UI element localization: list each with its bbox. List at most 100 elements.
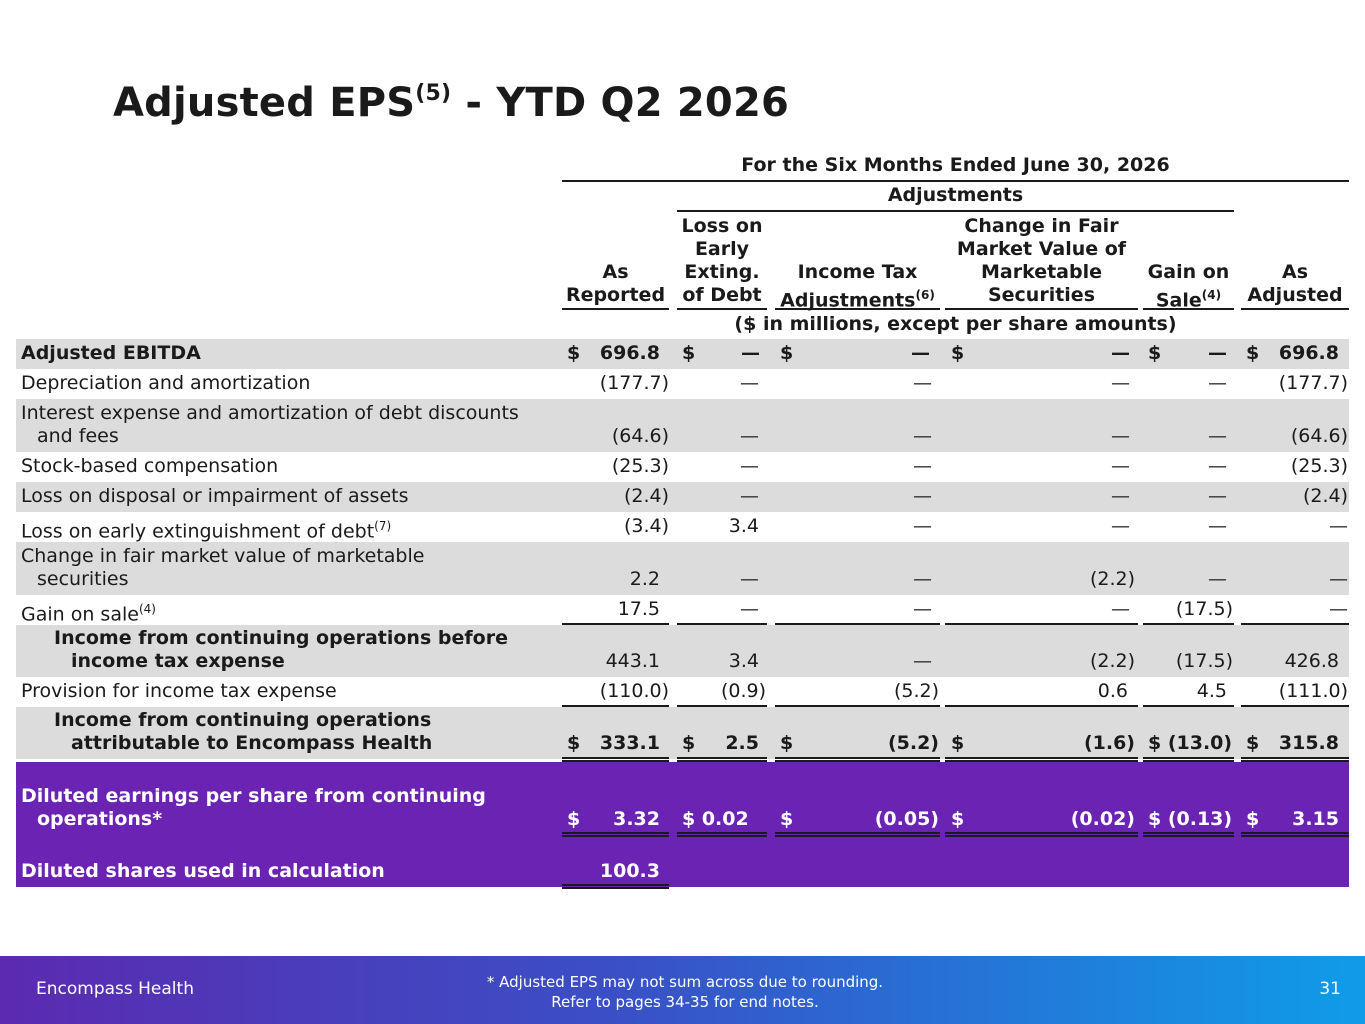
cell: $: [567, 342, 581, 364]
cell: $ (0.13): [1148, 808, 1233, 830]
table-row: Adjusted EBITDA: [16, 339, 1349, 369]
cell: —: [1208, 372, 1227, 394]
cell: —: [1329, 568, 1348, 590]
col-header-as-adjusted: As Adjusted: [1247, 261, 1343, 306]
cell: 333.1: [599, 732, 660, 754]
cell: (2.2): [1089, 568, 1135, 590]
subtotal-rule: [562, 623, 669, 625]
cell: (2.2): [1089, 650, 1135, 672]
cell: $: [567, 732, 581, 754]
cell: —: [1208, 515, 1227, 537]
col-rule-6: [1241, 308, 1349, 310]
cell: —: [740, 485, 759, 507]
cell: 443.1: [605, 650, 660, 672]
total-rule: [677, 757, 767, 762]
cell: —: [1111, 598, 1130, 620]
cell: $: [567, 808, 581, 830]
cell: —: [741, 342, 760, 364]
row-label: Income from continuing operations: [54, 709, 432, 731]
cell: —: [913, 485, 932, 507]
total-rule: [562, 884, 669, 889]
cell: (0.02): [1070, 808, 1135, 830]
company-name: Encompass Health: [36, 979, 194, 999]
cell: (17.5): [1175, 650, 1233, 672]
cell: 100.3: [599, 860, 660, 882]
table-row: Depreciation and amortization: [16, 369, 1349, 399]
cell: 3.4: [728, 650, 759, 672]
cell: —: [911, 342, 930, 364]
cell: (1.6): [1083, 732, 1135, 754]
cell: —: [740, 598, 759, 620]
period-header: For the Six Months Ended June 30, 2026: [741, 154, 1170, 176]
row-label: income tax expense: [71, 650, 285, 672]
subtotal-rule: [1241, 623, 1349, 625]
row-label: Provision for income tax expense: [21, 680, 337, 702]
page-number: 31: [1319, 979, 1341, 999]
cell: (17.5): [1175, 598, 1233, 620]
row-label: Gain on sale(4): [21, 602, 156, 626]
total-rule: [677, 832, 767, 837]
cell: —: [1208, 425, 1227, 447]
table-row: Income from continuing operations attrib…: [16, 707, 1349, 759]
cell: (3.4): [623, 515, 669, 537]
col-rule-4: [945, 308, 1138, 310]
cell: $: [1148, 342, 1162, 364]
cell: —: [740, 372, 759, 394]
cell: —: [913, 650, 932, 672]
subtotal-rule: [945, 705, 1138, 707]
cell: 696.8: [599, 342, 660, 364]
total-rule: [945, 757, 1138, 762]
cell: —: [740, 455, 759, 477]
units-header: ($ in millions, except per share amounts…: [734, 313, 1177, 335]
total-rule: [775, 757, 940, 762]
cell: $ (13.0): [1148, 732, 1233, 754]
subtotal-rule: [1241, 705, 1349, 707]
cell: —: [1111, 455, 1130, 477]
cell: (64.6): [1290, 425, 1348, 447]
total-rule: [562, 757, 669, 762]
row-label: Adjusted EBITDA: [21, 342, 201, 364]
row-label: Loss on disposal or impairment of assets: [21, 485, 409, 507]
row-label: and fees: [37, 425, 119, 447]
table-row: Income from continuing operations before…: [16, 625, 1349, 677]
subtotal-rule: [775, 623, 940, 625]
cell: (111.0): [1278, 680, 1348, 702]
cell: 2.5: [725, 732, 759, 754]
cell: $: [682, 732, 696, 754]
cell: (0.9): [720, 680, 766, 702]
cell: 3.32: [613, 808, 660, 830]
cell: —: [913, 425, 932, 447]
col-rule-2: [677, 308, 767, 310]
col-header-income-tax: Income Tax Adjustments(6): [780, 261, 935, 312]
cell: —: [913, 372, 932, 394]
row-label: Diluted shares used in calculation: [21, 860, 385, 882]
col-rule-5: [1143, 308, 1234, 310]
cell: 4.5: [1196, 680, 1227, 702]
cell: (0.05): [874, 808, 939, 830]
cell: —: [1329, 515, 1348, 537]
header-rule: [562, 180, 1349, 182]
cell: $: [1246, 808, 1260, 830]
cell: $: [780, 808, 794, 830]
cell: $: [1246, 342, 1260, 364]
table-row: Loss on early extinguishment of debt(7): [16, 512, 1349, 542]
row-label: Interest expense and amortization of deb…: [21, 402, 519, 424]
cell: (2.4): [1302, 485, 1348, 507]
cell: (25.3): [611, 455, 669, 477]
cell: $: [951, 342, 965, 364]
subtotal-rule: [775, 705, 940, 707]
table-row: Loss on disposal or impairment of assets: [16, 482, 1349, 512]
cell: 3.15: [1292, 808, 1339, 830]
cell: $: [951, 808, 965, 830]
cell: —: [1208, 485, 1227, 507]
cell: 2.2: [629, 568, 660, 590]
cell: $: [951, 732, 965, 754]
cell: —: [913, 455, 932, 477]
table-row: Stock-based compensation: [16, 452, 1349, 482]
cell: 696.8: [1278, 342, 1339, 364]
total-rule: [1241, 832, 1349, 837]
cell: (64.6): [611, 425, 669, 447]
subtotal-rule: [677, 623, 767, 625]
col-header-as-reported: As Reported: [565, 261, 666, 306]
total-rule: [1241, 757, 1349, 762]
